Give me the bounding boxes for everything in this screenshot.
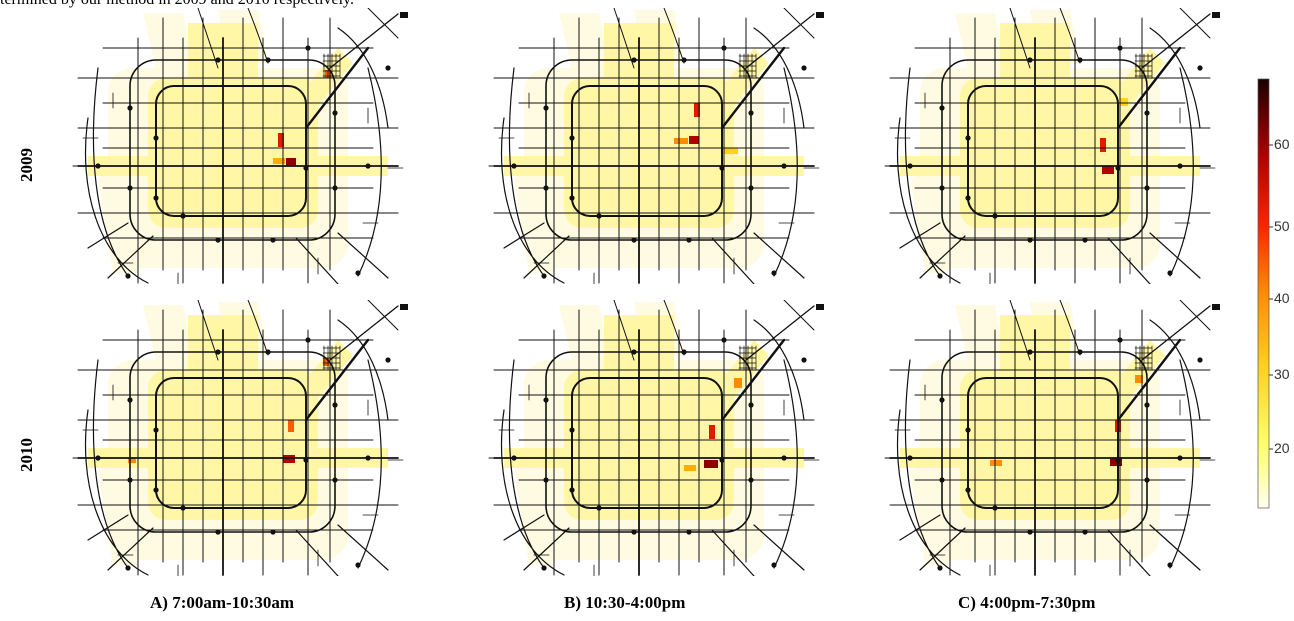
colorbar xyxy=(1255,77,1294,510)
map-panel-2010-c xyxy=(880,300,1220,576)
map-panel-2010-a xyxy=(68,300,408,576)
colorbar-tick-30: 30 xyxy=(1274,366,1290,382)
caption-text: termined by our method in 2009 and 2010 … xyxy=(0,0,354,9)
column-label-a: A) 7:00am-10:30am xyxy=(150,593,294,612)
colorbar-tick-20: 20 xyxy=(1274,440,1290,456)
row-label-2010: 2010 xyxy=(17,438,36,472)
colorbar-tick-60: 60 xyxy=(1274,136,1290,152)
map-panel-2009-a xyxy=(68,8,408,284)
row-label-2009: 2009 xyxy=(17,148,36,182)
column-label-c: C) 4:00pm-7:30pm xyxy=(958,593,1096,612)
colorbar-tick-40: 40 xyxy=(1274,290,1290,306)
column-label-b: B) 10:30-4:00pm xyxy=(564,593,686,612)
map-panel-2009-b xyxy=(484,8,824,284)
map-panel-2010-b xyxy=(484,300,824,576)
colorbar-tick-50: 50 xyxy=(1274,218,1290,234)
map-panel-2009-c xyxy=(880,8,1220,284)
